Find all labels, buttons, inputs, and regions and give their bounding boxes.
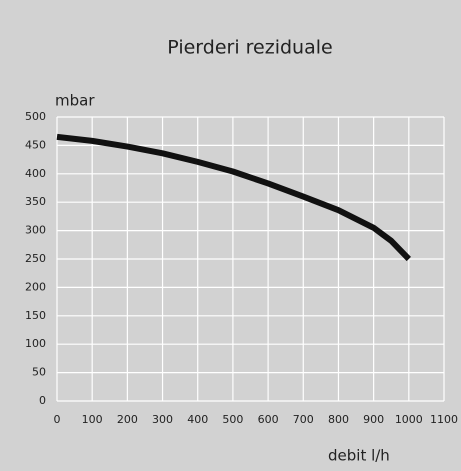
y-axis-label: mbar [55, 92, 95, 110]
x-tick-label: 100 [82, 413, 103, 426]
x-tick-label: 700 [293, 413, 314, 426]
chart-title: Pierderi reziduale [167, 37, 332, 59]
x-tick-label: 200 [117, 413, 138, 426]
y-tick-label: 500 [25, 110, 46, 123]
y-tick-label: 0 [39, 394, 46, 407]
x-tick-label: 900 [363, 413, 384, 426]
y-tick-label: 350 [25, 195, 46, 208]
y-tick-label: 250 [25, 252, 46, 265]
x-tick-label: 800 [328, 413, 349, 426]
y-tick-label: 200 [25, 280, 46, 293]
x-tick-label: 400 [187, 413, 208, 426]
x-tick-label: 500 [222, 413, 243, 426]
data-line [56, 133, 411, 262]
y-tick-label: 400 [25, 167, 46, 180]
x-tick-label: 1100 [430, 413, 458, 426]
y-tick-label: 450 [25, 138, 46, 151]
x-tick-label: 1000 [395, 413, 423, 426]
x-tick-label: 300 [152, 413, 173, 426]
y-tick-label: 300 [25, 224, 46, 237]
y-tick-label: 50 [32, 366, 46, 379]
y-tick-label: 100 [25, 337, 46, 350]
x-tick-label: 0 [54, 413, 61, 426]
x-axis-label: debit l/h [328, 447, 390, 465]
x-tick-label: 600 [258, 413, 279, 426]
y-tick-label: 150 [25, 309, 46, 322]
